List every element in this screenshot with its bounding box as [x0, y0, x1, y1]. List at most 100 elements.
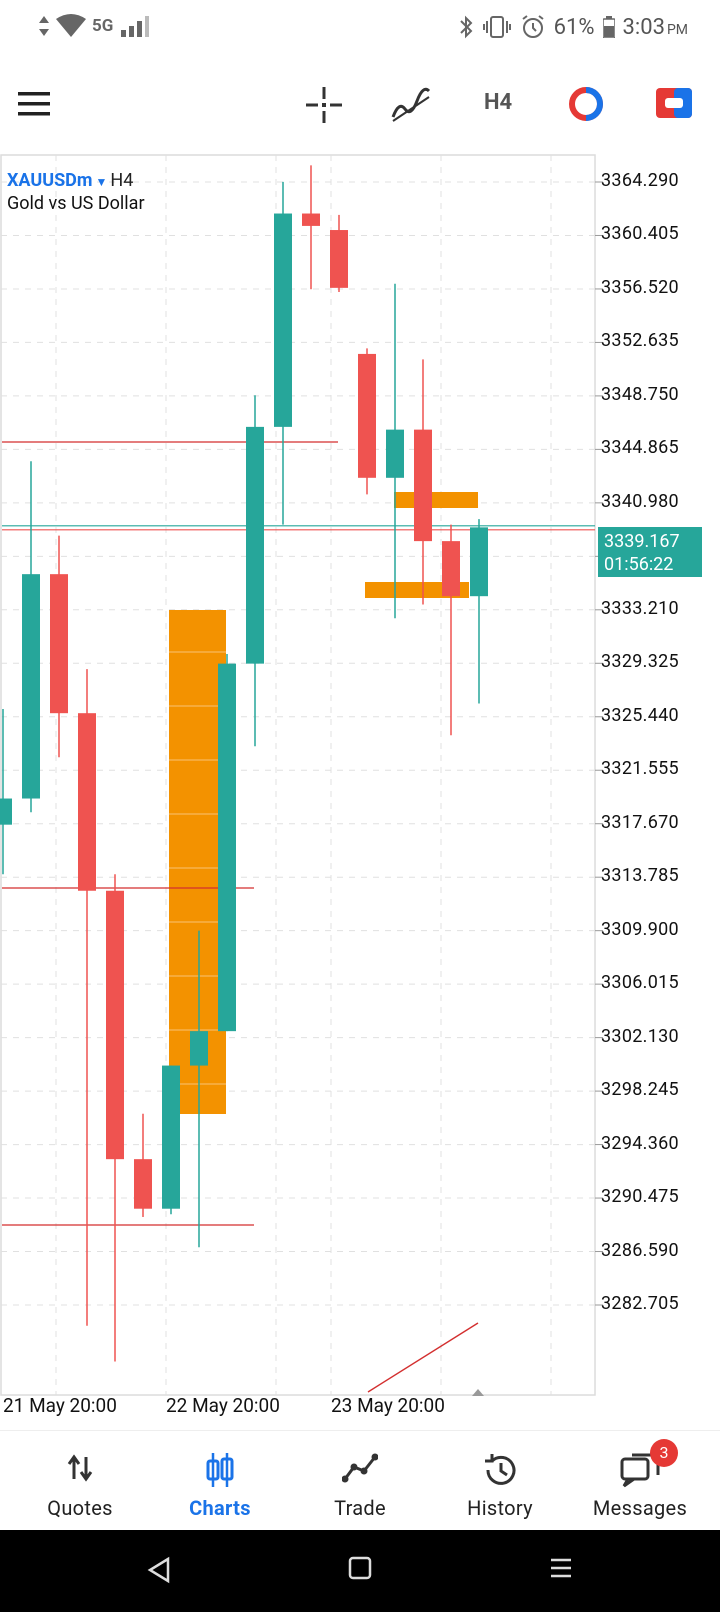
- bottom-navigation: Quotes Charts Trade History 3 Messages: [0, 1430, 720, 1531]
- symbol-header[interactable]: XAUUSDm ▼ H4: [7, 170, 133, 191]
- nav-trade[interactable]: Trade: [290, 1431, 430, 1531]
- bluetooth-icon: [459, 15, 473, 39]
- candle: [162, 1065, 180, 1215]
- status-bar: 5G 61% 3:03 PM: [0, 0, 720, 60]
- charts-icon: [206, 1453, 234, 1487]
- wifi-icon: [56, 14, 86, 37]
- battery-icon: [602, 16, 615, 38]
- current-price: 3339.167: [604, 531, 680, 552]
- candle-body: [0, 798, 12, 825]
- clock-time: 3:03: [622, 14, 665, 40]
- candle-body: [246, 426, 264, 664]
- zone-rectangle: [169, 610, 226, 1114]
- nav-quotes[interactable]: Quotes: [10, 1431, 150, 1531]
- price-level-label: 3321.555: [601, 758, 679, 780]
- price-level-label: 3348.750: [601, 383, 679, 405]
- price-level-label: 3309.900: [601, 918, 679, 940]
- candle-body: [50, 574, 68, 714]
- candle-body: [162, 1065, 180, 1209]
- price-level-label: 3364.290: [601, 170, 679, 191]
- nav-trade-label: Trade: [334, 1496, 386, 1520]
- price-level-label: 3294.360: [601, 1132, 679, 1154]
- price-level-label: 3356.520: [601, 276, 679, 298]
- candle: [106, 874, 124, 1362]
- nav-charts-label: Charts: [189, 1496, 251, 1520]
- network-type: 5G: [92, 16, 114, 36]
- candle-body: [22, 574, 40, 799]
- price-level-label: 3344.865: [601, 437, 679, 459]
- alarm-icon: [522, 15, 544, 38]
- candle-body: [78, 713, 96, 891]
- signal-icon: [121, 16, 150, 37]
- candle: [0, 709, 12, 875]
- chart-toolbar: H4: [0, 60, 720, 150]
- candle-body: [106, 890, 124, 1160]
- candle-body: [414, 429, 432, 542]
- one-click-trading-icon[interactable]: [568, 86, 604, 122]
- zone-rectangle: [394, 492, 478, 508]
- symbol-name[interactable]: XAUUSDm: [7, 170, 93, 191]
- vibrate-icon: [482, 16, 511, 38]
- price-chart[interactable]: [0, 152, 720, 1427]
- candle: [78, 669, 96, 1326]
- history-icon: [485, 1454, 516, 1485]
- candles: [0, 165, 488, 1362]
- plot-frame: [0, 154, 596, 1396]
- trade-icon: [342, 1453, 378, 1483]
- home-icon[interactable]: [348, 1556, 372, 1580]
- symbol-dropdown-icon[interactable]: ▼: [95, 175, 108, 189]
- messages-badge: 3: [650, 1439, 678, 1467]
- price-level-label: 3325.440: [601, 704, 679, 726]
- data-transfer-icon: [39, 16, 49, 36]
- bar-countdown: 01:56:22: [604, 554, 674, 575]
- nav-charts[interactable]: Charts: [150, 1431, 290, 1531]
- candle-body: [190, 1031, 208, 1066]
- candle-body: [442, 541, 460, 597]
- candle: [218, 653, 236, 1032]
- recents-icon[interactable]: [549, 1556, 573, 1580]
- candle-body: [358, 353, 376, 478]
- nav-history[interactable]: History: [430, 1431, 570, 1531]
- shift-marker-icon: [472, 1389, 484, 1396]
- indicators-icon[interactable]: [391, 87, 431, 123]
- price-level-label: 3286.590: [601, 1239, 679, 1261]
- candle: [302, 165, 320, 290]
- candle-body: [134, 1159, 152, 1209]
- price-level-label: 3302.130: [601, 1025, 679, 1047]
- new-order-icon[interactable]: [656, 88, 692, 118]
- back-icon[interactable]: [146, 1556, 172, 1584]
- system-navigation-bar: [0, 1530, 720, 1612]
- candle: [190, 930, 208, 1248]
- price-level-label: 3298.245: [601, 1079, 679, 1101]
- chart-overlays: [2, 441, 595, 1396]
- price-level-label: 3333.210: [601, 597, 679, 619]
- candle: [246, 395, 264, 747]
- candle: [386, 283, 404, 619]
- nav-messages[interactable]: 3 Messages: [570, 1431, 710, 1531]
- time-label: 23 May 20:00: [331, 1394, 445, 1417]
- price-level-label: 3290.475: [601, 1186, 679, 1208]
- symbol-description: Gold vs US Dollar: [7, 193, 145, 214]
- price-level-label: 3340.980: [601, 490, 679, 512]
- menu-icon[interactable]: [18, 92, 50, 116]
- candle: [274, 181, 292, 525]
- price-level-label: 3313.785: [601, 865, 679, 887]
- time-label: 21 May 20:00: [3, 1394, 117, 1417]
- symbol-timeframe: H4: [110, 170, 134, 191]
- nav-history-label: History: [467, 1496, 533, 1520]
- candle: [50, 535, 68, 758]
- price-level-label: 3329.325: [601, 651, 679, 673]
- battery-percent: 61%: [553, 14, 595, 40]
- candle: [134, 1113, 152, 1217]
- time-label: 22 May 20:00: [166, 1394, 280, 1417]
- candle: [442, 524, 460, 736]
- quotes-icon: [67, 1454, 93, 1482]
- candle: [22, 461, 40, 813]
- price-level-label: 3360.405: [601, 223, 679, 245]
- clock-ampm: PM: [666, 21, 688, 38]
- trend-line: [367, 1322, 479, 1393]
- clock: 3:03 PM: [623, 15, 688, 40]
- timeframe-button[interactable]: H4: [484, 90, 513, 115]
- candle: [330, 214, 348, 292]
- crosshair-icon[interactable]: [306, 87, 342, 123]
